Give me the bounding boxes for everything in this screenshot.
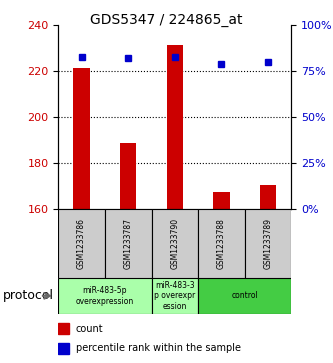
- Bar: [245, 209, 291, 278]
- Bar: [58, 278, 152, 314]
- Bar: [167, 45, 183, 209]
- Text: count: count: [76, 323, 103, 334]
- Bar: [260, 185, 276, 209]
- Bar: [152, 209, 198, 278]
- Text: percentile rank within the sample: percentile rank within the sample: [76, 343, 241, 354]
- Text: GDS5347 / 224865_at: GDS5347 / 224865_at: [90, 13, 243, 27]
- Text: miR-483-5p
overexpression: miR-483-5p overexpression: [76, 286, 134, 306]
- Bar: [73, 68, 90, 209]
- Text: protocol: protocol: [3, 289, 54, 302]
- Bar: [198, 209, 245, 278]
- Text: miR-483-3
p overexpr
ession: miR-483-3 p overexpr ession: [154, 281, 195, 311]
- Bar: [120, 143, 137, 209]
- Text: GSM1233789: GSM1233789: [263, 218, 273, 269]
- Text: GSM1233788: GSM1233788: [217, 218, 226, 269]
- Text: GSM1233787: GSM1233787: [124, 218, 133, 269]
- Bar: [198, 278, 291, 314]
- Bar: [58, 343, 69, 354]
- Bar: [58, 209, 105, 278]
- Bar: [58, 323, 69, 334]
- Text: GSM1233790: GSM1233790: [170, 218, 179, 269]
- Text: GSM1233786: GSM1233786: [77, 218, 86, 269]
- Bar: [152, 278, 198, 314]
- Bar: [105, 209, 152, 278]
- Bar: [213, 192, 230, 209]
- Text: control: control: [231, 291, 258, 300]
